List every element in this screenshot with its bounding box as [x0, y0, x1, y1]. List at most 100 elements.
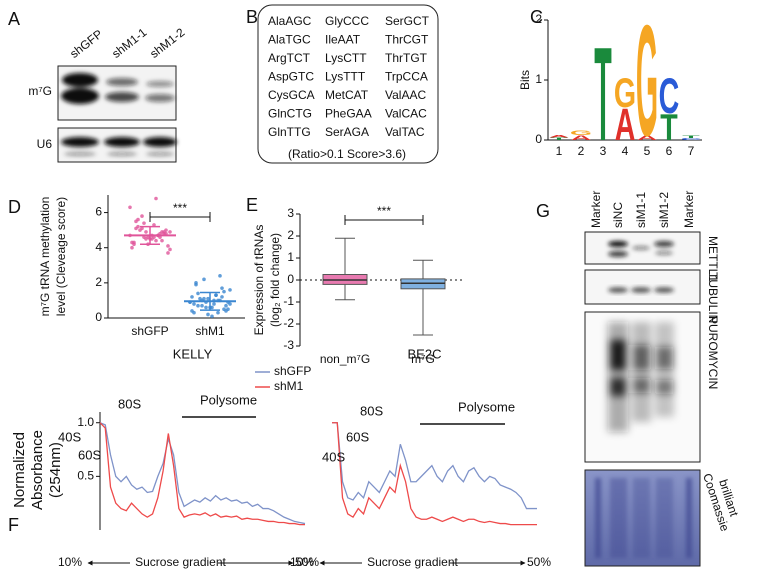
y-tick-label: 1 [287, 250, 294, 264]
dot [194, 282, 198, 287]
significance: *** [377, 204, 391, 218]
dot [202, 277, 206, 282]
y-axis-label: Normalized [11, 432, 28, 508]
chart-title: BE2C [408, 346, 442, 361]
logo-letter: C [681, 138, 702, 141]
y-axis-label: Absorbance [29, 430, 46, 510]
annotation: 80S [118, 396, 141, 411]
dot [214, 293, 218, 297]
dot [132, 240, 136, 245]
dot [196, 291, 200, 296]
y-tick-label: 0 [95, 310, 102, 324]
y-tick-label: -3 [283, 338, 294, 352]
x-tick-label: 1 [556, 144, 563, 158]
dot [220, 286, 224, 290]
x-tick-label: 5 [644, 144, 651, 158]
dot [200, 303, 204, 308]
dot [224, 303, 228, 308]
panel-label: G [536, 201, 550, 221]
y-tick-label: -1 [283, 294, 294, 308]
y-tick-label: 0.5 [77, 469, 94, 483]
table-cell: IleAAT [325, 33, 361, 47]
dot [142, 221, 146, 225]
logo-letter: G [636, 0, 658, 170]
x-start-label: 10% [58, 555, 82, 569]
table-cell: ThrCGT [385, 33, 429, 47]
lane-label: siM1-2 [657, 192, 671, 228]
logo-letter: A [549, 135, 570, 139]
y-tick-label: -2 [283, 316, 294, 330]
table-cell: AlaAGC [268, 14, 312, 28]
y-tick-label: 2 [95, 275, 102, 289]
dot [136, 217, 140, 222]
x-start-label: 10% [290, 555, 314, 569]
table-cell: ArgTCT [268, 51, 311, 65]
table-cell: ValAAC [385, 88, 426, 102]
dot [202, 296, 206, 301]
annotation: Polysome [458, 399, 515, 414]
trace [99, 422, 305, 526]
row-label: m⁷G [28, 84, 52, 98]
table-cell: LysCTT [325, 51, 367, 65]
logo-letter: A [571, 134, 592, 141]
panel-label: A [8, 9, 20, 29]
dot [168, 247, 172, 252]
x-tick-label: 3 [600, 144, 607, 158]
table-cell: PheGAA [325, 107, 372, 121]
table-cell: LysTTT [325, 70, 366, 84]
panel-label: B [246, 7, 258, 27]
dot [130, 245, 134, 250]
row-label: PUROMYCIN [706, 316, 720, 389]
logo-letter: T [682, 135, 700, 139]
logo-letter: T [660, 107, 677, 149]
dot [196, 303, 200, 308]
y-axis-label: Bits [518, 70, 532, 90]
trace [332, 422, 537, 510]
legend-label: shGFP [274, 364, 311, 378]
dot [168, 230, 172, 234]
table-cell: AlaTGC [268, 33, 311, 47]
table-cell: ValCAC [385, 107, 427, 121]
panel-label: F [8, 515, 19, 535]
logo-letter: A [615, 99, 636, 151]
dot [222, 289, 226, 294]
panel-label: C [530, 7, 543, 27]
annotation: 40S [322, 449, 345, 464]
dot [212, 302, 216, 306]
table-cell: ThrTGT [385, 51, 428, 65]
panel-label: E [246, 195, 258, 215]
logo-letter: A [637, 134, 658, 141]
y-tick-label: 3 [287, 206, 294, 220]
dot [152, 223, 156, 227]
x-end-label: 50% [527, 555, 551, 569]
x-axis-label: Sucrose gradient [135, 555, 226, 569]
chart-title: KELLY [173, 346, 213, 361]
dot [160, 238, 164, 243]
table-cell: CysGCA [268, 88, 315, 102]
lane-label: siNC [611, 202, 625, 228]
table-cell: MetCAT [325, 88, 369, 102]
dot [204, 305, 208, 310]
x-end-label: 50% [295, 555, 319, 569]
trace [99, 422, 306, 525]
y-tick-label: 4 [95, 240, 102, 254]
table-note: (Ratio>0.1 Score>3.6) [288, 147, 406, 161]
row-label: U6 [37, 137, 53, 151]
x-tick-label: m⁷G [411, 352, 435, 366]
table-cell: SerGCT [385, 14, 430, 28]
logo-letter: T [594, 21, 611, 169]
x-tick-label: 4 [622, 144, 629, 158]
y-axis-label: m⁷G tRNA methylation [38, 197, 52, 317]
annotation: 60S [346, 429, 369, 444]
dot [192, 302, 196, 306]
x-tick-label: 6 [666, 144, 673, 158]
dot [134, 226, 138, 231]
x-tick-label: 2 [578, 144, 585, 158]
row-label: METTL1 [706, 236, 720, 282]
x-tick-label: non_m⁷G [320, 352, 370, 366]
y-tick-label: 0 [287, 272, 294, 286]
legend-label: shM1 [274, 379, 304, 393]
x-axis-label: Sucrose gradient [367, 555, 458, 569]
significance: *** [173, 201, 187, 215]
